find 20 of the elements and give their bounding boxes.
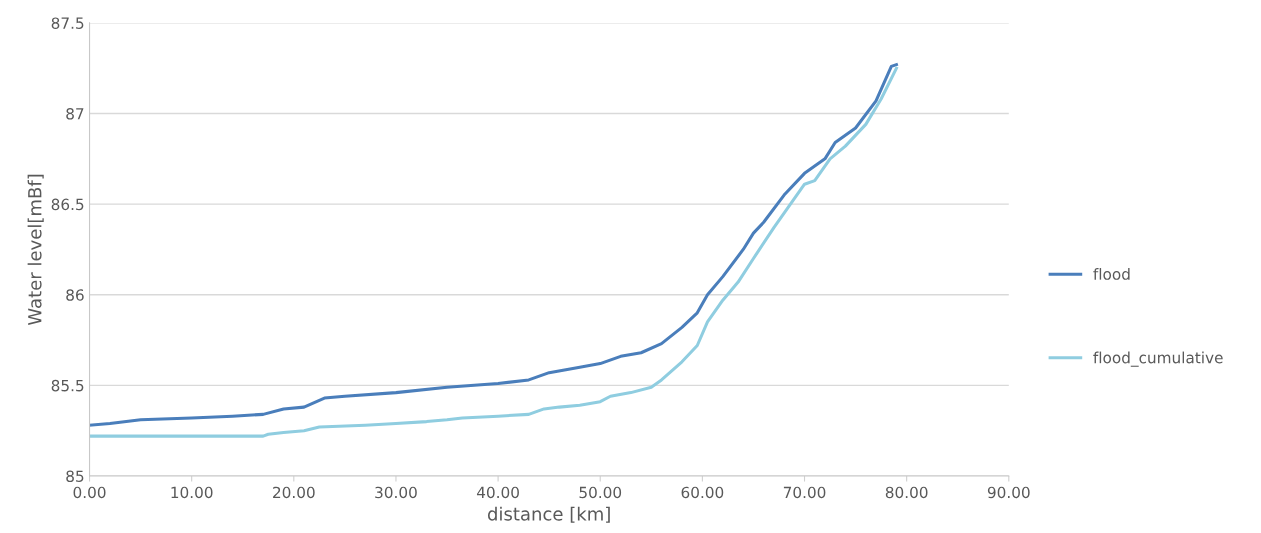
y-tick-label: 86.5 bbox=[51, 198, 84, 211]
legend-label: flood_cumulative bbox=[1093, 351, 1223, 367]
legend-label: flood bbox=[1093, 268, 1130, 280]
y-tick-label: 87 bbox=[66, 107, 84, 120]
x-axis-title: distance [km] bbox=[487, 506, 610, 523]
x-tick-label: 40.00 bbox=[476, 486, 519, 499]
y-axis-title: Water level[mBf] bbox=[27, 174, 44, 326]
x-tick-label: 50.00 bbox=[579, 486, 622, 499]
x-tick-label: 30.00 bbox=[375, 486, 417, 499]
y-tick-label: 86 bbox=[66, 289, 84, 301]
x-tick-label: 80.00 bbox=[885, 486, 928, 499]
y-tick-label: 85.5 bbox=[51, 379, 84, 392]
y-tick-label: 87.5 bbox=[51, 17, 84, 29]
x-tick-label: 70.00 bbox=[783, 486, 826, 499]
x-tick-label: 20.00 bbox=[273, 486, 315, 499]
x-tick-label: 90.00 bbox=[987, 486, 1030, 499]
y-tick-label: 85 bbox=[66, 470, 84, 482]
x-tick-label: 60.00 bbox=[681, 486, 724, 499]
x-tick-label: 0.00 bbox=[73, 486, 106, 499]
x-tick-label: 10.00 bbox=[171, 486, 213, 499]
